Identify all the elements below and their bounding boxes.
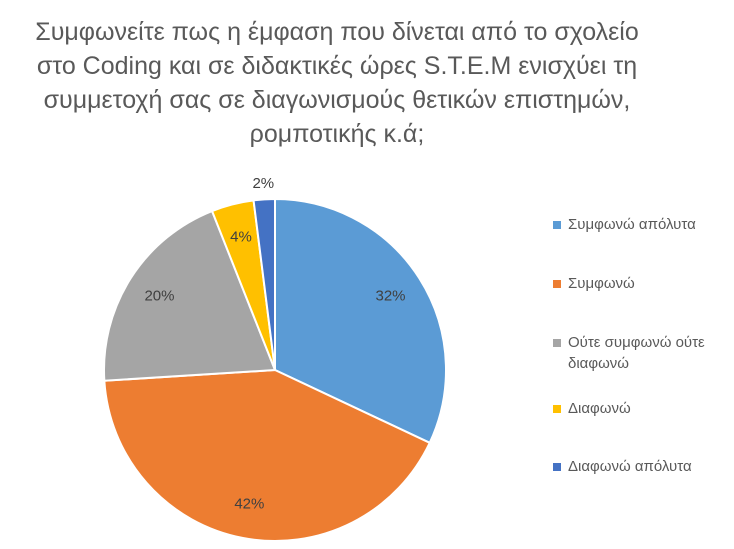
- chart-title: Συμφωνείτε πως η έμφαση που δίνεται από …: [35, 18, 639, 46]
- legend-swatch: [553, 463, 561, 471]
- chart-title: ρομποτικής κ.ά;: [250, 120, 425, 148]
- value-label: 32%: [375, 288, 405, 305]
- legend-label: Συμφωνώ απόλυτα: [568, 216, 696, 233]
- value-label: 4%: [230, 228, 252, 245]
- chart-title: στο Coding και σε διδακτικές ώρες S.T.E.…: [37, 52, 637, 80]
- value-label: 2%: [252, 175, 274, 192]
- legend-swatch: [553, 221, 561, 229]
- pie-slice: [103, 368, 432, 542]
- legend-item: Διαφωνώ απόλυτα: [548, 456, 692, 477]
- legend-item: Συμφωνώ απόλυτα: [548, 214, 696, 235]
- chart-title: συμμετοχή σας σε διαγωνισμούς θετικών επ…: [44, 86, 631, 114]
- legend-swatch: [553, 405, 561, 413]
- legend-label: Διαφωνώ: [568, 400, 631, 417]
- value-label: 20%: [144, 288, 174, 305]
- pie-slice: [252, 197, 276, 371]
- pie-slice: [103, 209, 277, 382]
- legend-label: Συμφωνώ: [568, 275, 635, 292]
- legend-item: Συμφωνώ: [548, 273, 635, 294]
- legend-label: Ούτε συμφωνώ ούτε διαφωνώ: [568, 334, 705, 372]
- legend-item: Διαφωνώ: [548, 398, 631, 419]
- value-label: 42%: [234, 495, 264, 512]
- legend-swatch: [553, 280, 561, 288]
- legend-label: Διαφωνώ απόλυτα: [568, 458, 692, 475]
- legend-swatch: [553, 339, 561, 347]
- pie-slice: [274, 197, 447, 445]
- legend-item: Ούτε συμφωνώ ούτε διαφωνώ: [548, 332, 728, 374]
